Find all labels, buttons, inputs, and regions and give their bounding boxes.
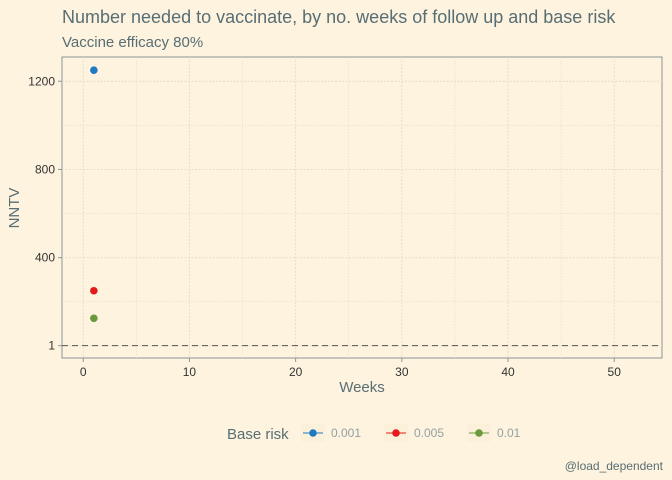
x-tick-label: 50	[608, 365, 622, 379]
legend: Base risk 0.001 0.005 0.01	[227, 424, 521, 443]
point-base-risk-0.001	[90, 66, 98, 75]
x-axis-ticks: 0 10 20 30 40 50	[80, 358, 621, 379]
y-tick-label: 400	[35, 251, 55, 265]
plot-panel	[61, 56, 663, 359]
x-tick-label: 10	[183, 365, 197, 379]
data-points	[90, 66, 98, 323]
point-base-risk-0.01	[90, 314, 98, 323]
chart-title: Number needed to vaccinate, by no. weeks…	[62, 7, 616, 27]
legend-key-point	[475, 429, 483, 437]
legend-key-point	[309, 429, 317, 437]
legend-label-0.001: 0.001	[331, 426, 361, 440]
y-tick-label: 1	[48, 339, 55, 353]
y-tick-label: 800	[35, 162, 55, 176]
y-axis-title: NNTV	[6, 188, 23, 229]
x-tick-label: 0	[80, 365, 87, 379]
legend-label-0.005: 0.005	[414, 426, 444, 440]
grid-lines	[62, 57, 662, 358]
x-tick-label: 30	[395, 365, 409, 379]
y-tick-label: 1200	[28, 74, 55, 88]
legend-title: Base risk	[227, 426, 289, 443]
legend-label-0.01: 0.01	[497, 426, 521, 440]
legend-key-point	[392, 429, 400, 437]
point-base-risk-0.005	[90, 286, 98, 295]
x-axis-title: Weeks	[339, 379, 385, 396]
y-axis-ticks: 1 400 800 1200	[28, 74, 62, 353]
x-tick-label: 20	[289, 365, 303, 379]
x-tick-label: 40	[501, 365, 515, 379]
panel-border	[61, 56, 663, 359]
chart-subtitle: Vaccine efficacy 80%	[62, 34, 203, 51]
caption: @load_dependent	[565, 459, 664, 473]
